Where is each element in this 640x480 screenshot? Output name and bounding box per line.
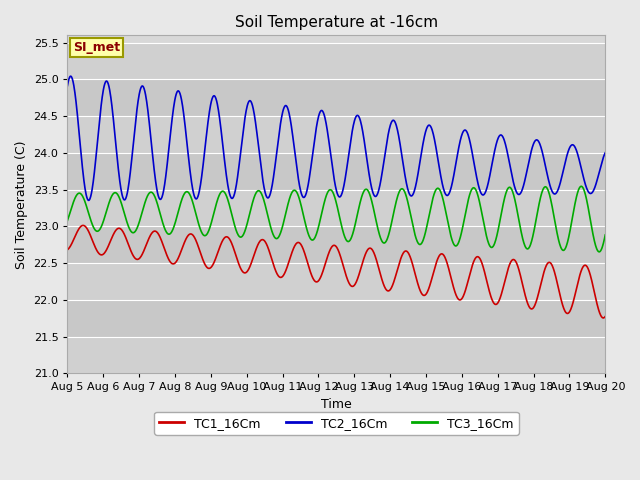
Text: SI_met: SI_met xyxy=(73,41,120,54)
Title: Soil Temperature at -16cm: Soil Temperature at -16cm xyxy=(235,15,438,30)
Bar xyxy=(67,263,605,300)
Bar xyxy=(67,79,605,116)
Legend: TC1_16Cm, TC2_16Cm, TC3_16Cm: TC1_16Cm, TC2_16Cm, TC3_16Cm xyxy=(154,412,518,435)
Bar xyxy=(67,300,605,336)
Bar xyxy=(67,190,605,227)
Bar xyxy=(67,43,605,79)
Bar xyxy=(67,227,605,263)
X-axis label: Time: Time xyxy=(321,398,352,411)
Y-axis label: Soil Temperature (C): Soil Temperature (C) xyxy=(15,140,28,269)
Bar xyxy=(67,116,605,153)
Bar xyxy=(67,153,605,190)
Bar xyxy=(67,336,605,373)
